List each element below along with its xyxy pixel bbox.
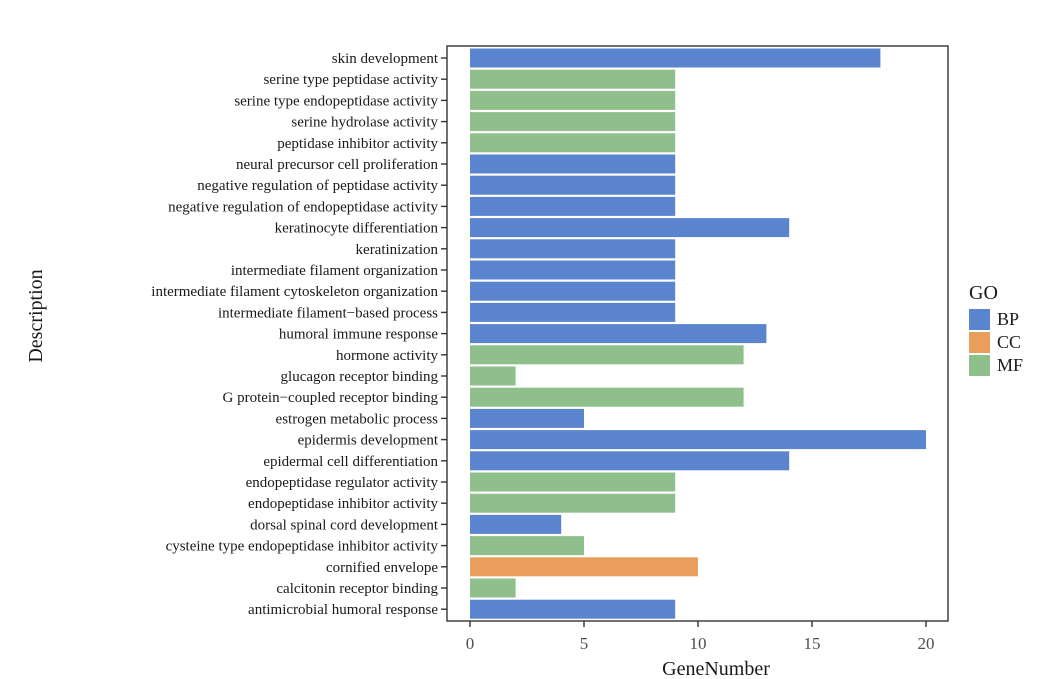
legend-swatch (969, 309, 990, 330)
bar (470, 366, 516, 386)
bar (470, 514, 562, 534)
bar (470, 472, 676, 492)
bar (470, 239, 676, 259)
y-axis-title: Description (25, 269, 47, 362)
y-tick-label: intermediate filament−based process (218, 305, 438, 321)
legend-label: BP (997, 309, 1019, 329)
y-tick-label: hormone activity (336, 348, 439, 364)
bar (470, 218, 790, 238)
y-tick-label: intermediate filament cytoskeleton organ… (151, 284, 438, 300)
y-tick-label: intermediate filament organization (231, 263, 439, 279)
bar (470, 196, 676, 216)
y-tick-label: cysteine type endopeptidase inhibitor ac… (166, 539, 439, 555)
y-axis: skin development serine type peptidase ac… (151, 51, 447, 618)
legend-label: CC (997, 332, 1021, 352)
bar (470, 112, 676, 132)
bar (470, 451, 790, 471)
legend-label: MF (997, 355, 1023, 375)
bar (470, 493, 676, 513)
y-tick-label: negative regulation of peptidase activit… (197, 178, 438, 194)
y-tick-label: endopeptidase regulator activity (246, 475, 439, 491)
x-tick-label: 5 (580, 634, 589, 653)
bar (470, 154, 676, 174)
bar (470, 260, 676, 280)
y-tick-label: skin development (332, 51, 439, 67)
bar (470, 430, 926, 450)
x-tick-label: 15 (804, 634, 821, 653)
y-tick-label: glucagon receptor binding (281, 369, 439, 385)
y-tick-label: serine type peptidase activity (263, 72, 438, 88)
bar (470, 281, 676, 301)
y-tick-label: humoral immune response (279, 327, 438, 343)
x-tick-label: 10 (690, 634, 707, 653)
x-tick-label: 20 (918, 634, 935, 653)
y-tick-label: epidermis development (298, 433, 439, 449)
y-tick-label: peptidase inhibitor activity (277, 136, 438, 152)
y-tick-label: keratinocyte differentiation (275, 221, 439, 237)
y-tick-label: epidermal cell differentiation (263, 454, 438, 470)
y-tick-label: negative regulation of endopeptidase act… (168, 199, 438, 215)
y-tick-label: keratinization (356, 242, 439, 258)
x-tick-label: 0 (466, 634, 475, 653)
bar (470, 387, 744, 407)
y-tick-label: neural precursor cell proliferation (236, 157, 438, 173)
y-tick-label: antimicrobial humoral response (248, 602, 438, 618)
y-tick-label: G protein−coupled receptor binding (223, 390, 439, 406)
y-tick-label: cornified envelope (326, 560, 438, 576)
legend-title: GO (969, 282, 998, 304)
y-tick-label: calcitonin receptor binding (276, 581, 438, 597)
legend: GO BP CC MF (969, 282, 1023, 376)
bar (470, 408, 584, 428)
bar (470, 345, 744, 365)
bar (470, 557, 698, 577)
bar (470, 599, 676, 619)
y-tick-label: serine type endopeptidase activity (234, 93, 438, 109)
y-tick-label: endopeptidase inhibitor activity (248, 496, 438, 512)
x-axis-title: GeneNumber (662, 658, 770, 679)
bar (470, 536, 584, 556)
legend-items: BP CC MF (969, 309, 1023, 376)
y-tick-label: serine hydrolase activity (291, 115, 438, 131)
bar (470, 48, 881, 68)
bar (470, 69, 676, 89)
y-tick-label: dorsal spinal cord development (250, 517, 439, 533)
bar (470, 324, 767, 344)
x-axis: 0 5 10 15 20 (466, 621, 935, 653)
bar (470, 175, 676, 195)
bars-layer (470, 48, 926, 619)
bar (470, 133, 676, 153)
y-tick-label: estrogen metabolic process (276, 411, 439, 427)
bar (470, 90, 676, 110)
legend-swatch (969, 332, 990, 353)
legend-swatch (969, 355, 990, 376)
bar (470, 578, 516, 598)
bar (470, 302, 676, 322)
